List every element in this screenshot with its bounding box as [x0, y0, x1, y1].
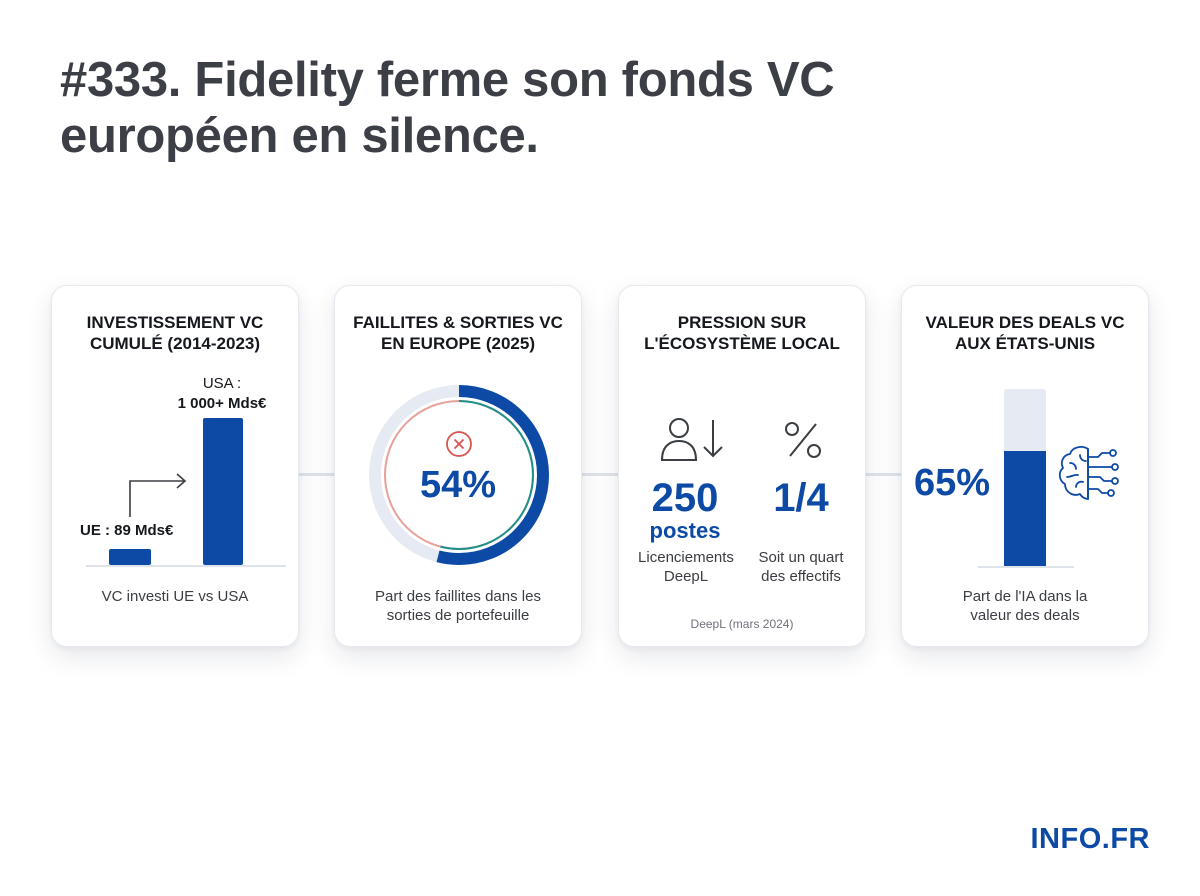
x-circle-icon — [446, 431, 472, 457]
chart-baseline — [978, 566, 1074, 568]
bar-fill — [1004, 450, 1046, 566]
bar-eu — [109, 549, 151, 565]
percent-icon — [785, 422, 821, 458]
card-caption: VC investi UE vs USA — [101, 588, 249, 605]
person-down-arrow-icon — [660, 418, 723, 461]
share-caption: Soit un quart des effectifs — [758, 549, 844, 585]
donut-chart — [369, 385, 549, 565]
card-us-deals: VALEUR DES DEALS VC AUX ÉTATS-UNIS 65% P… — [901, 285, 1149, 647]
card-title: PRESSION SUR L'ÉCOSYSTÈME LOCAL — [644, 313, 840, 353]
card-title: VALEUR DES DEALS VC AUX ÉTATS-UNIS — [925, 313, 1125, 353]
usa-label: USA : 1 000+ Mds€ — [177, 375, 267, 412]
card-vc-investment: INVESTISSEMENT VC CUMULÉ (2014-2023) USA… — [51, 285, 299, 647]
ai-brain-icon — [1058, 446, 1119, 500]
chart-baseline — [86, 565, 286, 567]
layoffs-unit: postes — [649, 518, 721, 543]
donut-inner-arc — [384, 400, 534, 550]
stat-value: 54% — [419, 464, 497, 506]
trend-arrow-icon — [129, 473, 187, 517]
layoffs-caption: Licenciements DeepL — [638, 549, 734, 585]
stat-value: 65% — [914, 462, 991, 504]
source-note: DeepL (mars 2024) — [690, 617, 794, 631]
card-ecosystem-pressure: PRESSION SUR L'ÉCOSYSTÈME LOCAL 250 post… — [618, 285, 866, 647]
layoffs-value: 250 — [651, 476, 719, 520]
page-title: #333. Fidelity ferme son fonds VC europé… — [60, 53, 835, 163]
brand-logo: INFO.FR — [1030, 823, 1150, 855]
eu-label: UE : 89 Mds€ — [80, 522, 174, 539]
connector-line — [298, 473, 336, 476]
donut-value-arc — [369, 385, 549, 565]
connector-line — [864, 473, 902, 476]
card-caption: Part des faillites dans les sorties de p… — [375, 588, 541, 624]
share-value: 1/4 — [773, 476, 829, 520]
card-caption: Part de l'IA dans la valeur des deals — [962, 588, 1088, 624]
card-title: INVESTISSEMENT VC CUMULÉ (2014-2023) — [86, 313, 264, 353]
bar-usa — [203, 418, 243, 565]
card-failures: FAILLITES & SORTIES VC EN EUROPE (2025) … — [334, 285, 582, 647]
connector-line — [581, 473, 619, 476]
card-title: FAILLITES & SORTIES VC EN EUROPE (2025) — [353, 313, 563, 353]
